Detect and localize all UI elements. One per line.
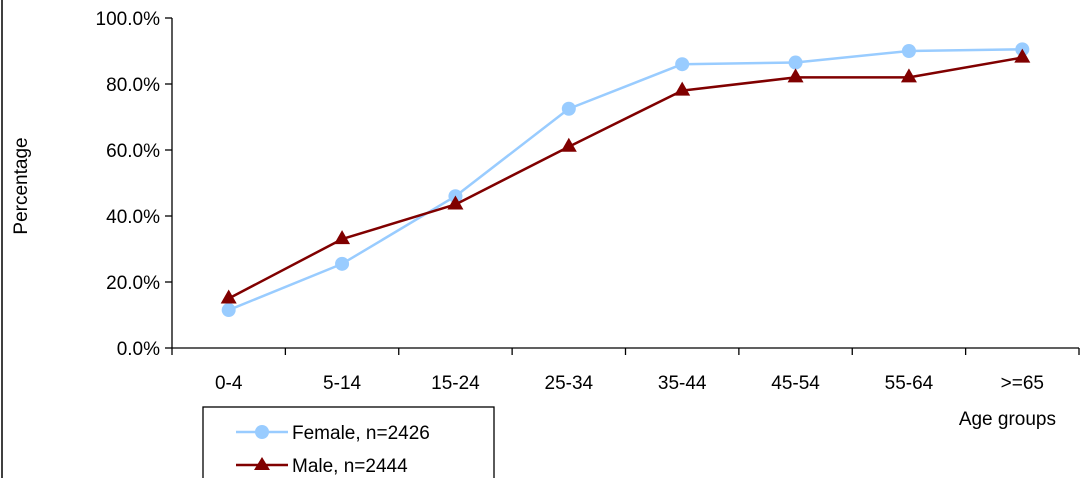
data-point <box>561 101 576 116</box>
x-tick-label: 35-44 <box>658 373 707 394</box>
y-axis: 0.0% 20.0% 40.0% 60.0% 80.0% 100.0% <box>96 9 173 360</box>
y-axis-title: Percentage <box>11 137 32 234</box>
series-line <box>228 48 1023 312</box>
legend: Female, n=2426 Male, n=2444 <box>202 406 495 478</box>
data-point <box>1014 48 1031 63</box>
y-tick-label: 100.0% <box>96 9 161 30</box>
data-point <box>675 57 690 72</box>
data-point <box>788 55 803 70</box>
x-tick-label: 25-34 <box>545 373 594 394</box>
data-point <box>787 68 804 83</box>
data-point <box>334 230 351 245</box>
y-tick-label: 20.0% <box>106 273 160 294</box>
legend-male-label: Male, n=2444 <box>292 456 408 477</box>
y-tick-label: 0.0% <box>117 339 160 360</box>
x-tick-label: 5-14 <box>323 373 361 394</box>
x-axis-title: Age groups <box>959 409 1056 430</box>
data-point <box>560 137 577 152</box>
x-tick-label: 0-4 <box>215 373 243 394</box>
data-point <box>335 256 350 271</box>
data-point <box>447 195 464 210</box>
x-tick-label: 45-54 <box>771 373 820 394</box>
y-tick-label: 40.0% <box>106 207 160 228</box>
data-point <box>901 44 916 58</box>
series-line <box>228 56 1023 300</box>
y-tick-label: 60.0% <box>106 141 160 162</box>
data-point <box>674 81 691 96</box>
x-tick-label: 15-24 <box>431 373 480 394</box>
data-point <box>900 68 917 83</box>
series-layer <box>220 42 1031 318</box>
data-point <box>220 289 237 304</box>
x-tick-label: 55-64 <box>885 373 934 394</box>
series-female <box>221 42 1030 318</box>
legend-female-label: Female, n=2426 <box>292 423 430 444</box>
y-tick-label: 80.0% <box>106 75 160 96</box>
data-point <box>221 303 236 318</box>
x-axis: 0-4 5-14 15-24 25-34 35-44 45-54 55-64 >=65 <box>171 347 1080 394</box>
x-tick-label: >=65 <box>1001 373 1044 394</box>
legend-male-marker <box>254 457 270 470</box>
series-male <box>220 48 1031 304</box>
legend-female-marker <box>255 425 269 439</box>
